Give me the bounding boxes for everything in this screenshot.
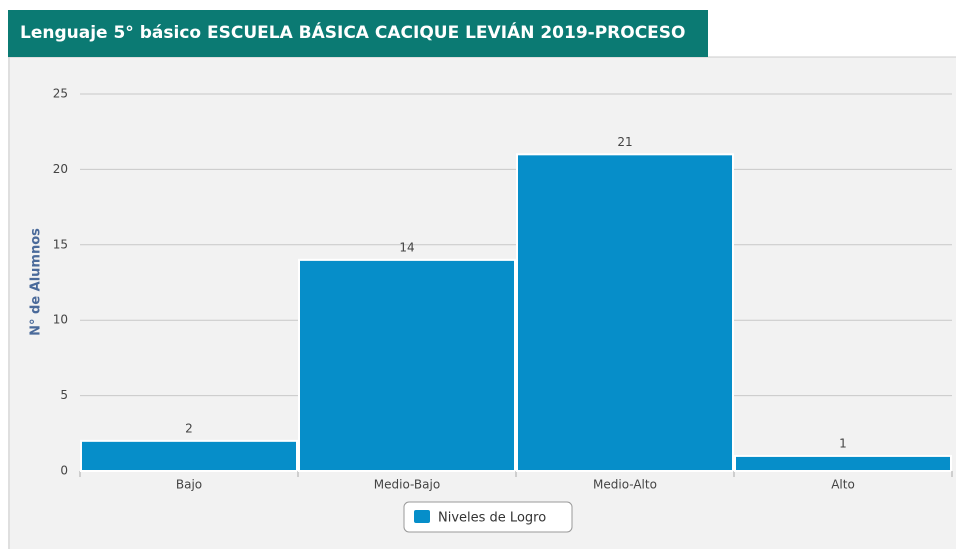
data-label: 1	[839, 436, 847, 450]
y-tick-label: 0	[60, 464, 68, 478]
data-label: 21	[617, 135, 632, 149]
legend-label: Niveles de Logro	[438, 511, 546, 526]
data-label: 2	[185, 421, 193, 435]
y-tick-label: 20	[53, 162, 68, 176]
x-tick-label: Medio-Alto	[593, 478, 657, 492]
chart-title: Lenguaje 5° básico ESCUELA BÁSICA CACIQU…	[8, 10, 708, 57]
y-tick-label: 15	[53, 237, 68, 251]
data-label: 14	[399, 240, 414, 254]
x-tick-label: Medio-Bajo	[374, 478, 440, 492]
bar	[516, 153, 734, 472]
x-tick-label: Bajo	[176, 478, 202, 492]
legend-box	[403, 501, 573, 533]
y-tick-label: 25	[53, 87, 68, 101]
bar	[298, 258, 516, 472]
y-tick-label: 10	[53, 313, 68, 327]
bar	[80, 439, 298, 472]
x-tick-label: Alto	[831, 478, 855, 492]
bar	[734, 454, 952, 473]
y-tick-label: 5	[60, 388, 68, 402]
y-axis-label: N° de Alumnos	[29, 228, 44, 336]
legend-swatch	[414, 510, 430, 523]
